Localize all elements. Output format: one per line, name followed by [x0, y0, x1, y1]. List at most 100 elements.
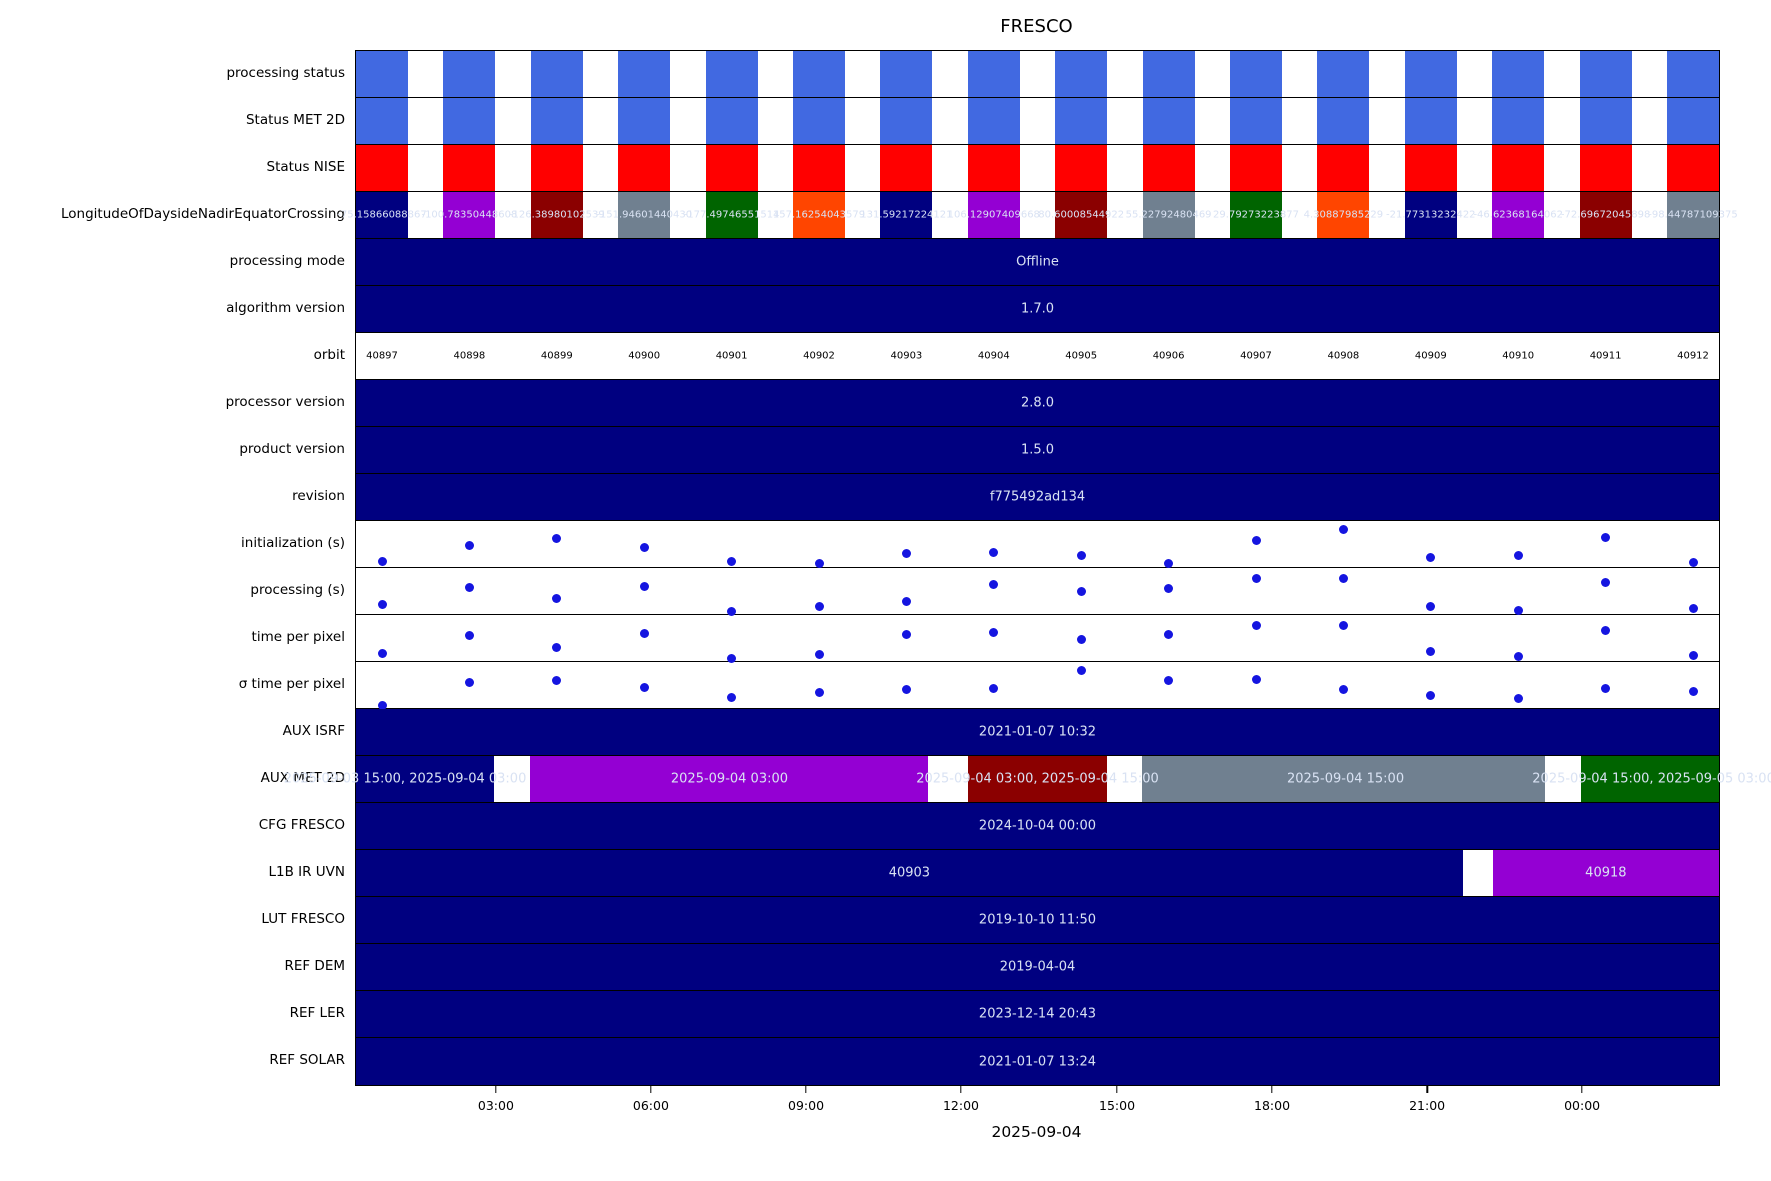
segment	[530, 756, 929, 802]
row-label-processing-status: processing status	[226, 65, 345, 81]
row-label-revision: revision	[292, 488, 345, 504]
bar-fill	[356, 944, 1719, 990]
value-block-label: -72.69672045898	[1560, 209, 1651, 221]
data-point	[1338, 525, 1348, 535]
x-tick-label: 00:00	[1564, 1098, 1601, 1113]
orbit-number: 40897	[366, 350, 398, 362]
row-l1b-ir-uvn: 40903 40918	[356, 850, 1719, 897]
orbit-number: 40910	[1502, 350, 1535, 362]
row-label-product-version: product version	[239, 441, 345, 457]
status-block	[880, 51, 933, 97]
value-block	[793, 192, 845, 238]
status-block	[1667, 145, 1719, 191]
row-label-status-met-2d: Status MET 2D	[245, 112, 345, 128]
value-block	[880, 192, 933, 238]
data-point	[727, 693, 737, 702]
value-block-label: 55.22792480469	[1125, 209, 1212, 221]
data-point	[1601, 625, 1611, 635]
segment	[1581, 756, 1719, 802]
value-block	[1579, 192, 1632, 238]
status-block	[880, 98, 933, 144]
orbit-number: 40902	[803, 350, 835, 362]
value-block	[705, 192, 758, 238]
row-lut-fresco: 2019-10-10 11:50	[356, 897, 1719, 944]
x-axis-date-label: 2025-09-04	[991, 1123, 1082, 1141]
row-label-l1b-ir-uvn: L1B IR UVN	[268, 864, 345, 880]
data-point	[901, 548, 911, 558]
row-processing-status	[356, 51, 1719, 98]
data-point	[1164, 675, 1174, 685]
row-ref-ler: 2023-12-14 20:43	[356, 991, 1719, 1038]
row-orbit: 40897 40898 40899 40900 40901 40902 40903 40904…	[356, 333, 1719, 380]
data-point	[1338, 620, 1348, 630]
row-revision: f775492ad134	[356, 474, 1719, 521]
row-label-ref-ler: REF LER	[289, 1005, 345, 1021]
value-block-label: -98.44787109375	[1648, 209, 1738, 221]
x-tick-label: 03:00	[477, 1098, 514, 1113]
orbit-number: 40898	[453, 350, 486, 362]
data-point	[1076, 551, 1086, 561]
value-block	[1492, 192, 1545, 238]
row-label-algorithm-version: algorithm version	[226, 300, 345, 316]
segment-label: 2025-09-04 03:00	[670, 771, 789, 787]
data-point	[552, 675, 562, 685]
row-processing-mode: Offline	[356, 239, 1719, 286]
segment	[967, 756, 1107, 802]
bar-fill	[356, 897, 1719, 943]
x-tick-mark	[960, 1085, 962, 1093]
status-block	[1142, 145, 1195, 191]
data-point	[464, 677, 474, 687]
value-block	[356, 192, 408, 238]
status-block	[1492, 145, 1545, 191]
row-aux-met-2d: 2025-09-03 15:00, 2025-09-04 03:00 2025-0…	[284, 756, 1771, 803]
segment-label: 40918	[1585, 865, 1627, 881]
value-block	[618, 192, 671, 238]
segment-label: 2025-09-04 03:00, 2025-09-04 15:00	[916, 771, 1159, 787]
status-block	[1492, 51, 1545, 97]
data-point	[552, 594, 562, 604]
bar-fill	[356, 709, 1719, 755]
status-block	[1579, 51, 1632, 97]
data-point	[377, 701, 387, 711]
value-block-label: -177.49746551514	[683, 209, 780, 221]
data-point	[727, 606, 737, 616]
bar-fill	[356, 427, 1719, 473]
value-block-label: 157.16254043579	[772, 209, 866, 221]
bar-value-label: 2021-01-07 10:32	[978, 724, 1097, 740]
data-point	[639, 582, 649, 592]
status-block	[1579, 145, 1632, 191]
data-point	[1513, 694, 1523, 704]
status-block	[618, 51, 671, 97]
data-point	[1338, 574, 1348, 584]
row-label-processing-s: processing (s)	[250, 582, 345, 598]
value-block	[1317, 192, 1370, 238]
value-block	[530, 192, 583, 238]
status-block	[1317, 51, 1370, 97]
row-algorithm-version: 1.7.0	[356, 286, 1719, 333]
data-point	[552, 534, 562, 544]
value-block-label: 106.12907409668	[947, 209, 1040, 221]
row-label-aux-met-2d: AUX MET 2D	[260, 770, 345, 786]
bar-fill	[356, 474, 1719, 520]
bar-fill	[356, 286, 1719, 332]
data-point	[1688, 557, 1698, 567]
status-block	[356, 51, 408, 97]
data-point	[639, 543, 649, 553]
data-point	[727, 556, 737, 566]
x-tick-mark	[1426, 1085, 1428, 1093]
data-point	[1688, 603, 1698, 613]
data-point	[1338, 685, 1348, 695]
value-block	[1404, 192, 1457, 238]
status-block	[356, 98, 408, 144]
data-point	[814, 649, 824, 659]
bar-fill	[356, 1038, 1719, 1085]
row-processing-s	[356, 568, 1719, 616]
status-block	[1404, 98, 1457, 144]
value-block	[443, 192, 496, 238]
status-block	[705, 145, 758, 191]
status-block	[1404, 145, 1457, 191]
segment-label: 40903	[888, 865, 931, 881]
data-point	[1164, 558, 1174, 568]
orbit-number: 40911	[1589, 350, 1622, 362]
